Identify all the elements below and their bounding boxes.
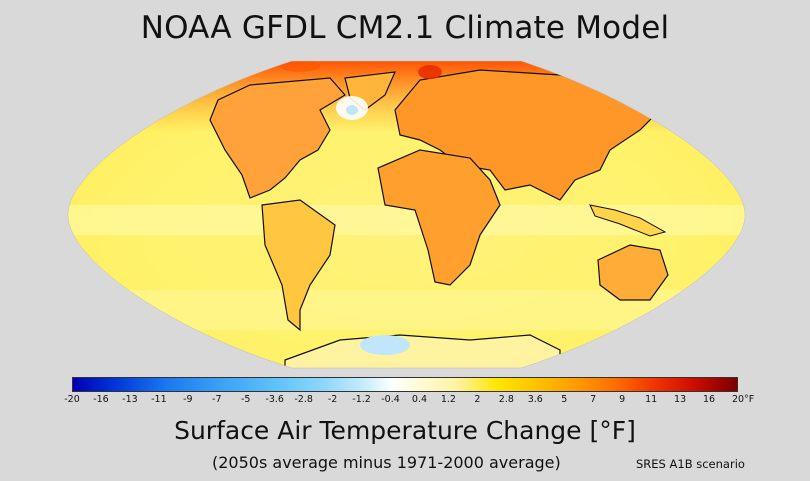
colorbar-label: Surface Air Temperature Change [°F] [174,416,636,445]
colorbar-tick: -9 [183,394,193,405]
colorbar-tick: 5 [561,394,568,405]
colorbar-tick: -2.8 [294,394,313,405]
colorbar-tick: -11 [151,394,167,405]
colorbar-tick: 13 [674,394,687,405]
colorbar-tick: 2.8 [498,394,514,405]
africa [377,149,501,286]
north-america [209,77,346,199]
south-america [261,199,336,332]
colorbar-tick: -13 [122,394,138,405]
colorbar-tick: 0.4 [411,394,428,405]
colorbar-tick: -16 [93,394,109,405]
colorbar-tick: 7 [590,394,597,405]
colorbar-tick: 16 [702,394,716,405]
colorbar-tick: 2 [474,394,481,405]
colorbar-tick: 3.6 [527,394,543,405]
colorbar-unit: °F [744,394,755,405]
colorbar-tick: -5 [240,394,251,405]
colorbar-tick: -1.2 [352,394,371,405]
colorbar-tick: 1.2 [440,394,456,405]
map-projection [68,61,745,368]
colorbar-tick: -0.4 [381,394,400,405]
colorbar-ticks: -20 -16 -13 -11 -9 -7 -5 -3.6 -2.8 -2 -1.2 -0.4 0.4 1… [64,394,744,408]
antarctica [284,334,561,368]
southern-ocean-cooling [360,335,410,355]
colorbar [72,377,738,392]
colorbar-tick: -3.6 [265,394,284,405]
page-title: NOAA GFDL CM2.1 Climate Model [140,10,670,46]
colorbar-tick: -2 [327,394,338,405]
colorbar-tick: 20 [731,394,745,405]
period-note: (2050s average minus 1971-2000 average) [212,453,561,472]
colorbar-tick: 9 [619,394,626,405]
colorbar-tick: 11 [645,394,658,405]
australia [597,244,669,301]
colorbar-tick: -7 [212,394,222,405]
colorbar-tick: -20 [64,394,80,405]
scenario-label: SRES A1B scenario [636,457,745,471]
